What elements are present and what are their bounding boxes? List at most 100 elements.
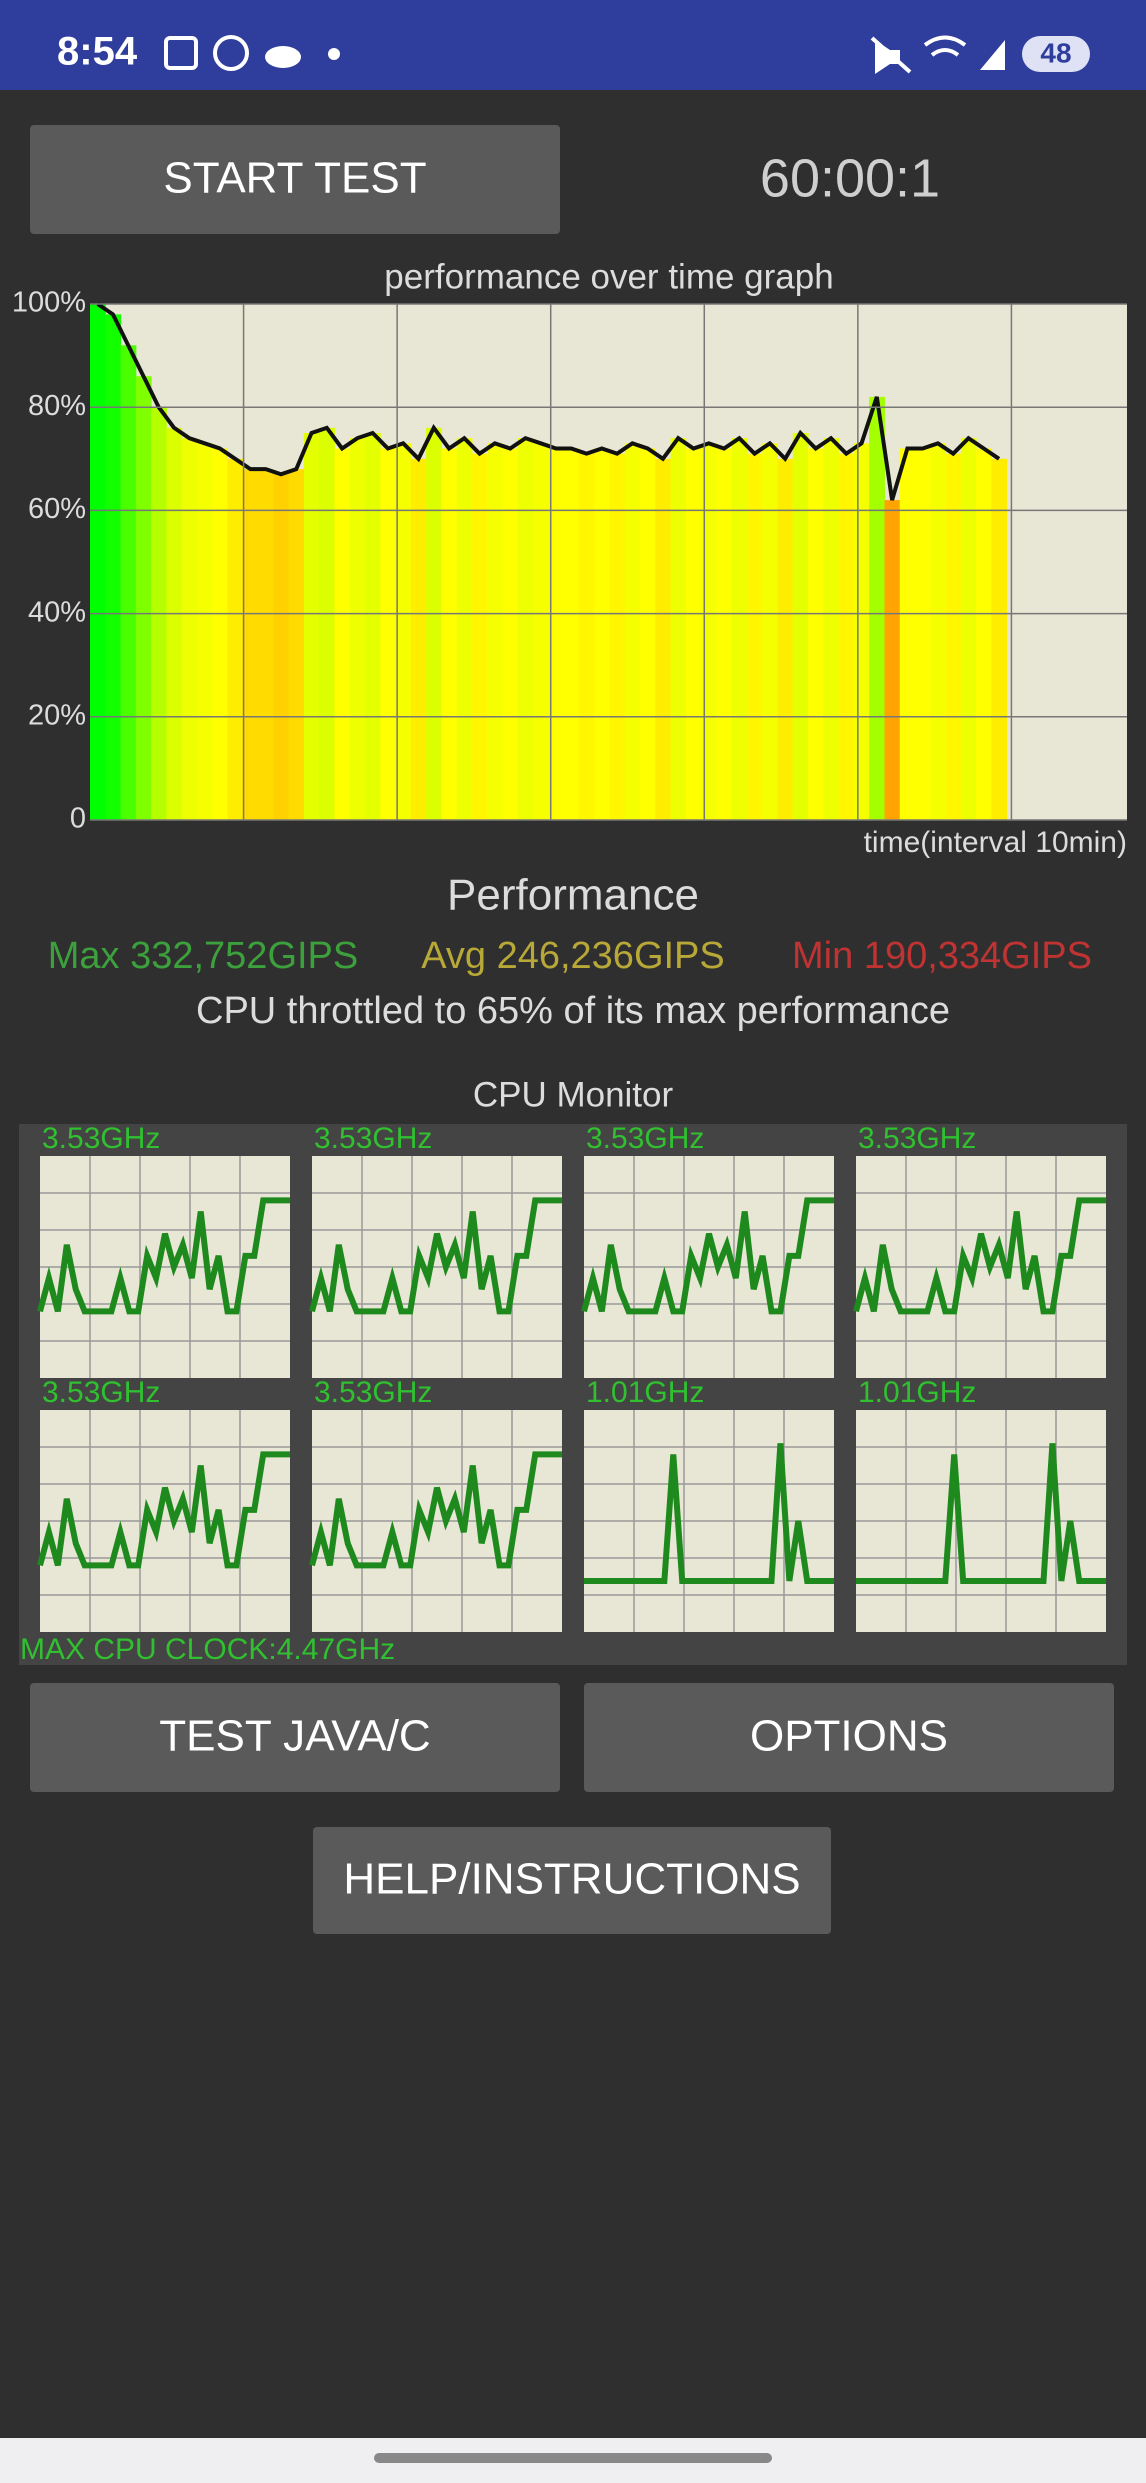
home-indicator <box>374 2453 772 2463</box>
bar <box>792 433 809 820</box>
core-line <box>309 1451 562 1569</box>
throttle-note: CPU throttled to 65% of its max performa… <box>196 990 950 1032</box>
y-tick-label: 20% <box>28 699 86 731</box>
core-clock: 3.53GHz <box>858 1122 976 1155</box>
bar <box>105 314 122 820</box>
y-tick-label: 40% <box>28 596 86 628</box>
cloud-icon <box>265 46 301 68</box>
core-clock: 3.53GHz <box>42 1122 160 1155</box>
bar <box>166 427 183 820</box>
bar <box>288 469 305 820</box>
bar <box>395 443 412 820</box>
bar <box>227 458 244 820</box>
bar <box>135 376 152 820</box>
mute-slash <box>870 36 912 74</box>
cpu-monitor-title: CPU Monitor <box>473 1075 674 1114</box>
core-line <box>853 1197 1106 1315</box>
bar <box>670 438 687 820</box>
bar <box>120 345 137 820</box>
core-line <box>584 1443 834 1584</box>
start-test-label[interactable]: START TEST <box>163 154 426 203</box>
start-test-button[interactable] <box>30 125 560 234</box>
bar <box>930 443 947 820</box>
bar <box>960 438 977 820</box>
bar <box>991 458 1008 820</box>
performance-line <box>96 302 1001 501</box>
bar <box>976 448 992 820</box>
bar <box>685 448 702 820</box>
bar <box>365 433 381 820</box>
options-button[interactable] <box>584 1683 1114 1792</box>
bar <box>808 448 824 820</box>
y-tick-label: 0 <box>70 803 86 835</box>
core-clock: 3.53GHz <box>314 1376 432 1409</box>
bar <box>701 443 717 820</box>
bar <box>838 453 855 820</box>
bar <box>90 304 106 820</box>
bar <box>640 448 656 820</box>
bar <box>563 448 580 820</box>
bar <box>823 438 840 820</box>
performance-title: Performance <box>447 871 699 920</box>
bar <box>303 433 320 820</box>
bar <box>578 453 595 820</box>
bar <box>609 453 626 820</box>
core-clock: 1.01GHz <box>858 1376 976 1409</box>
bar <box>746 453 763 820</box>
core-clock: 3.53GHz <box>314 1122 432 1155</box>
help-button[interactable] <box>313 1827 831 1934</box>
bar <box>441 448 458 820</box>
app-icon <box>213 35 249 71</box>
core-line <box>581 1197 834 1315</box>
core-line <box>37 1451 290 1569</box>
bar <box>899 448 916 820</box>
bar <box>624 443 641 820</box>
bar <box>502 448 519 820</box>
test-java-label[interactable]: TEST JAVA/C <box>159 1712 430 1761</box>
core-clock: 1.01GHz <box>586 1376 704 1409</box>
core-line <box>37 1197 290 1315</box>
bar <box>884 500 901 820</box>
y-tick-label: 100% <box>12 287 86 319</box>
bar <box>426 427 442 820</box>
wifi-icon <box>923 35 967 57</box>
bar <box>517 438 534 820</box>
dot-icon <box>328 48 340 60</box>
max-cpu-clock: MAX CPU CLOCK:4.47GHz <box>20 1633 395 1666</box>
core-clock: 3.53GHz <box>586 1122 704 1155</box>
bar <box>655 458 672 820</box>
bar <box>456 438 473 820</box>
bar <box>533 443 549 820</box>
help-label[interactable]: HELP/INSTRUCTIONS <box>343 1855 800 1904</box>
gallery-icon <box>164 36 198 70</box>
bar <box>716 448 733 820</box>
max-performance: Max 332,752GIPS <box>48 935 359 977</box>
test-java-button[interactable] <box>30 1683 560 1792</box>
core-clock: 3.53GHz <box>42 1376 160 1409</box>
bar <box>410 458 427 820</box>
core-line <box>856 1443 1106 1584</box>
bar <box>548 448 565 820</box>
status-bar <box>0 0 1146 90</box>
bar <box>319 427 335 820</box>
bar <box>945 453 962 820</box>
bar <box>731 438 748 820</box>
bar <box>258 469 274 820</box>
signal-icon <box>980 40 1005 70</box>
bar <box>487 443 504 820</box>
bar <box>853 443 870 820</box>
options-label[interactable]: OPTIONS <box>750 1712 948 1761</box>
battery-pill <box>1022 36 1090 72</box>
graph-title: performance over time graph <box>384 257 833 296</box>
bar <box>242 469 259 820</box>
bar <box>380 448 397 820</box>
min-performance: Min 190,334GIPS <box>792 935 1092 977</box>
cpu-graphs: 3.53GHz 3.53GHz 3.53GHz 3.53GHz 3.53GHz 3.53G… <box>37 1122 1106 1632</box>
y-tick-label: 80% <box>28 390 86 422</box>
battery-level: 48 <box>1040 37 1071 68</box>
bar <box>196 443 213 820</box>
core-line <box>309 1197 562 1315</box>
bar <box>273 474 290 820</box>
bar <box>349 438 366 820</box>
